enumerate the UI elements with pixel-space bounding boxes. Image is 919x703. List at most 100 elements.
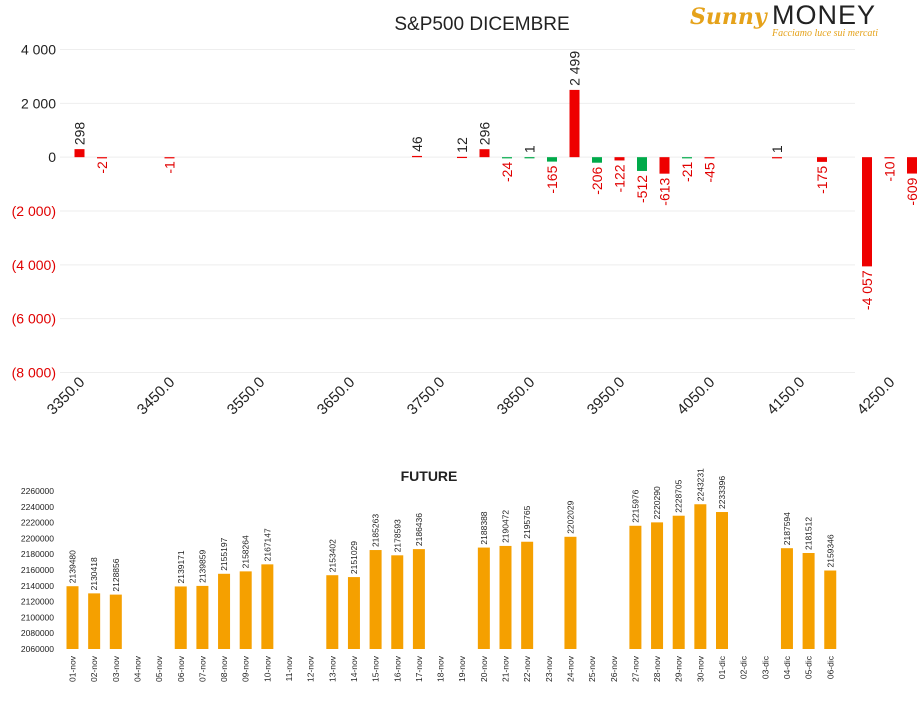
future-bar bbox=[347, 577, 360, 649]
future-bar-label: 2155197 bbox=[219, 537, 229, 570]
future-x-tick-label: 25-nov bbox=[587, 655, 597, 682]
future-bar bbox=[629, 525, 642, 649]
bar-value-label: -21 bbox=[679, 162, 695, 182]
y-tick-label: (4 000) bbox=[12, 257, 56, 273]
future-x-tick-label: 11-nov bbox=[284, 655, 294, 681]
future-x-tick-label: 09-nov bbox=[241, 655, 251, 682]
future-x-tick-label: 02-dic bbox=[739, 655, 749, 679]
future-x-tick-label: 23-nov bbox=[544, 655, 554, 682]
bar bbox=[592, 157, 602, 163]
future-bar bbox=[694, 504, 707, 649]
future-x-tick-label: 12-nov bbox=[306, 655, 316, 682]
bar-value-label: 1 bbox=[769, 145, 785, 153]
bar bbox=[862, 157, 872, 267]
bar bbox=[682, 157, 692, 159]
future-bar-label: 2185263 bbox=[371, 514, 381, 547]
future-y-tick-label: 2220000 bbox=[21, 518, 54, 528]
future-x-tick-label: 03-dic bbox=[760, 655, 770, 679]
logo-sunny-text: Sunny bbox=[690, 4, 767, 30]
bar-value-label: -165 bbox=[544, 165, 560, 193]
x-tick-label: 3350.0 bbox=[44, 374, 88, 418]
future-bar bbox=[499, 545, 512, 649]
x-tick-label: 3750.0 bbox=[404, 374, 448, 418]
future-x-tick-label: 24-nov bbox=[565, 655, 575, 682]
bar bbox=[772, 157, 782, 159]
bar bbox=[817, 157, 827, 162]
future-bar-label: 2158264 bbox=[241, 535, 251, 568]
future-bar-label: 2167147 bbox=[262, 528, 272, 561]
bar-value-label: -4 057 bbox=[859, 270, 875, 310]
future-x-tick-label: 21-nov bbox=[501, 655, 511, 682]
future-x-tick-label: 06-nov bbox=[176, 655, 186, 682]
x-tick-label: 3850.0 bbox=[494, 374, 538, 418]
logo-tagline: Facciamo luce sui mercati bbox=[772, 28, 878, 39]
bar bbox=[412, 155, 422, 158]
chart-title-sp500: S&P500 DICEMBRE bbox=[394, 14, 570, 35]
future-y-tick-label: 2100000 bbox=[21, 612, 54, 622]
future-bar-label: 2128856 bbox=[111, 558, 121, 591]
future-bar-label: 2153402 bbox=[327, 539, 337, 572]
future-bar-label: 2215976 bbox=[630, 489, 640, 522]
future-bar-label: 2188388 bbox=[479, 511, 489, 544]
future-bar bbox=[564, 536, 577, 649]
bar bbox=[569, 89, 580, 158]
future-x-tick-label: 29-nov bbox=[674, 655, 684, 682]
bar-value-label: 46 bbox=[409, 136, 425, 152]
bar bbox=[614, 157, 625, 161]
bar bbox=[164, 157, 175, 159]
future-y-tick-label: 2200000 bbox=[21, 533, 54, 543]
future-bar-label: 2139480 bbox=[68, 550, 78, 583]
future-bar-label: 2139859 bbox=[197, 550, 207, 583]
future-bar-label: 2228705 bbox=[674, 479, 684, 512]
future-x-tick-label: 02-nov bbox=[89, 655, 99, 682]
future-x-tick-label: 08-nov bbox=[219, 655, 229, 682]
future-x-tick-label: 13-nov bbox=[327, 655, 337, 682]
y-tick-label: (2 000) bbox=[12, 203, 56, 219]
future-y-tick-label: 2080000 bbox=[21, 628, 54, 638]
x-tick-label: 3650.0 bbox=[314, 374, 358, 418]
future-y-tick-label: 2260000 bbox=[21, 486, 54, 496]
future-bar-label: 2187594 bbox=[782, 512, 792, 545]
future-x-tick-label: 28-nov bbox=[652, 655, 662, 682]
bar-value-label: -1 bbox=[162, 161, 178, 174]
future-bar bbox=[824, 570, 837, 649]
future-bar bbox=[672, 515, 685, 649]
x-tick-label: 3950.0 bbox=[584, 374, 628, 418]
y-tick-label: 0 bbox=[48, 149, 56, 165]
future-bar bbox=[391, 555, 404, 649]
future-x-tick-label: 16-nov bbox=[392, 655, 402, 682]
future-bar bbox=[716, 512, 728, 649]
future-x-tick-label: 05-nov bbox=[154, 655, 164, 682]
bar bbox=[524, 157, 535, 159]
future-x-tick-label: 22-nov bbox=[522, 655, 532, 682]
future-bar-label: 2139171 bbox=[176, 550, 186, 583]
bar bbox=[97, 157, 107, 159]
chart-title-future: FUTURE bbox=[400, 468, 458, 484]
future-bar-label: 2178593 bbox=[392, 519, 402, 552]
future-bar-label: 2202029 bbox=[565, 500, 575, 533]
future-bar bbox=[66, 586, 79, 649]
x-tick-label: 4050.0 bbox=[674, 374, 718, 418]
brand-logo: Sunny MONEY Facciamo luce sui mercati bbox=[690, 0, 890, 42]
y-tick-label: (8 000) bbox=[12, 365, 56, 381]
bar bbox=[704, 157, 715, 159]
y-tick-label: (6 000) bbox=[12, 311, 56, 327]
future-x-tick-label: 06-dic bbox=[825, 655, 835, 679]
bar-value-label: 12 bbox=[454, 137, 470, 153]
bar-value-label: 2 499 bbox=[567, 51, 583, 86]
bar-value-label: -2 bbox=[94, 161, 110, 174]
future-x-tick-label: 15-nov bbox=[371, 655, 381, 682]
future-bar bbox=[174, 586, 187, 649]
future-y-tick-label: 2160000 bbox=[21, 565, 54, 575]
future-bar bbox=[477, 547, 490, 649]
future-bar bbox=[651, 522, 664, 649]
future-bar bbox=[521, 541, 534, 649]
logo-money-text: MONEY bbox=[772, 0, 877, 30]
future-x-tick-label: 17-nov bbox=[414, 655, 424, 682]
future-bar bbox=[369, 550, 382, 649]
future-bar-label: 2195765 bbox=[522, 505, 532, 538]
bar-value-label: 1 bbox=[522, 145, 538, 153]
bar-value-label: -175 bbox=[814, 166, 830, 194]
future-x-tick-label: 10-nov bbox=[262, 655, 272, 682]
